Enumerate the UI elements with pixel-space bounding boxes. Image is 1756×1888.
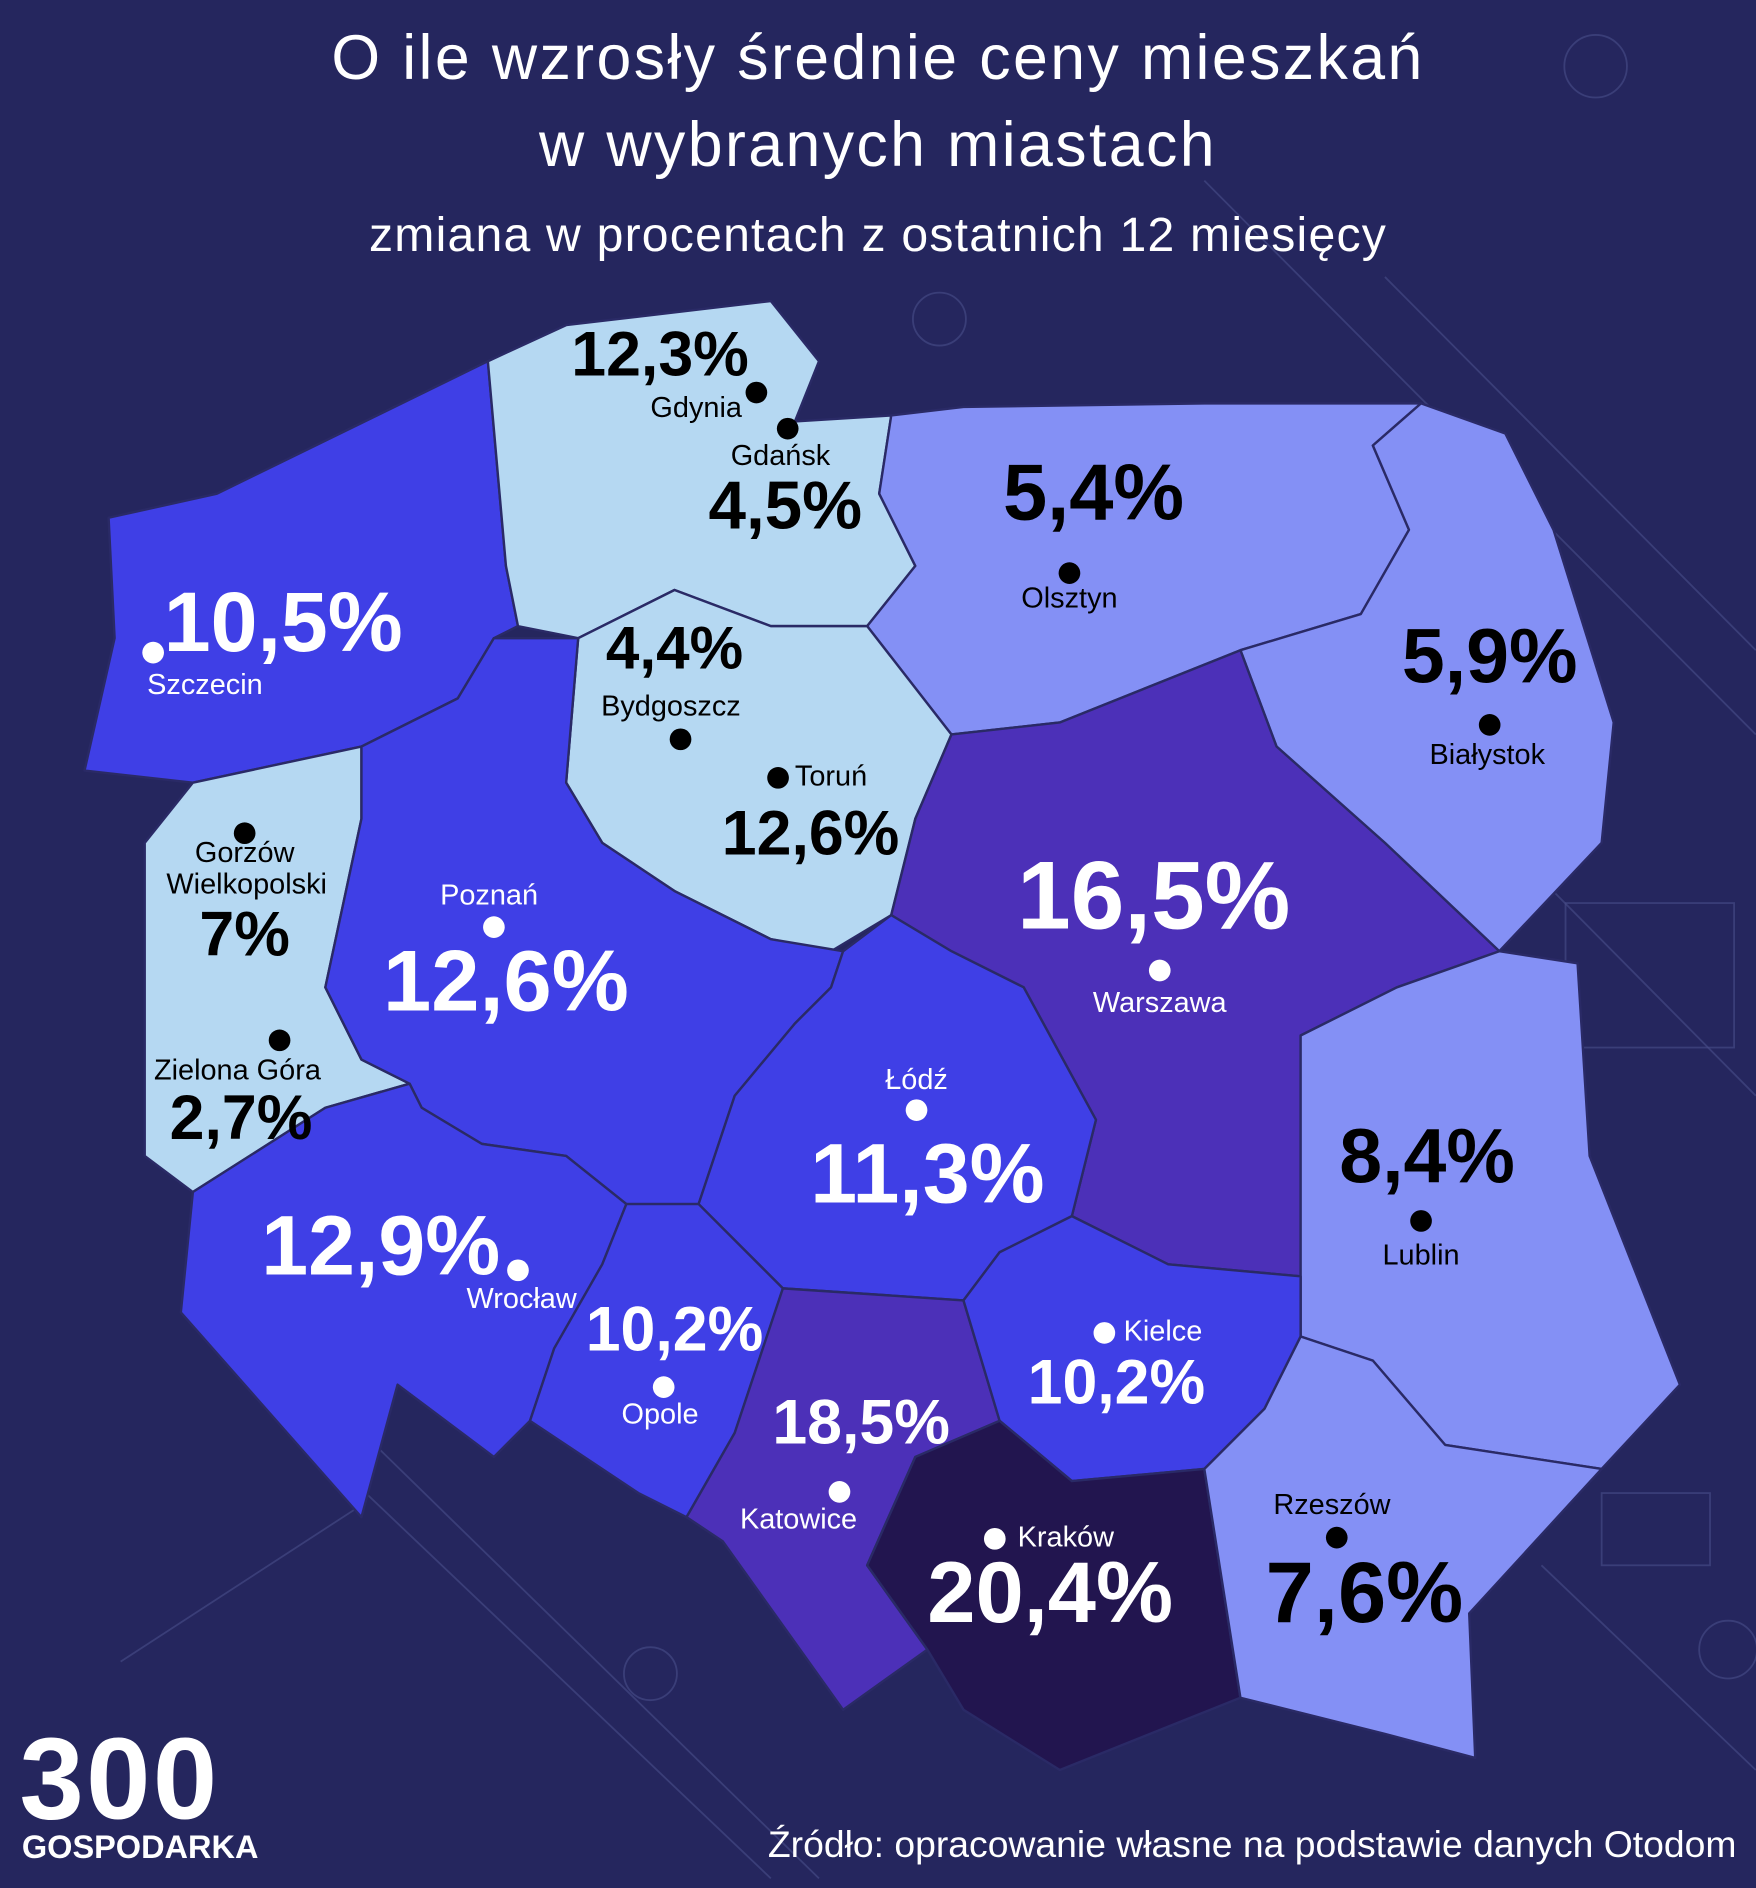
city-name: Łódź <box>885 1064 948 1096</box>
city-name: Toruń <box>795 760 867 792</box>
price-change: 12,3% <box>571 319 749 389</box>
city-dot <box>983 1527 1006 1550</box>
city-dot <box>1325 1526 1348 1549</box>
price-change: 4,4% <box>606 615 743 682</box>
city-dot <box>828 1481 851 1503</box>
city-dot <box>268 1029 291 1052</box>
city-dot <box>1410 1210 1432 1232</box>
city-dot <box>1058 562 1081 584</box>
city-name: Gorzów Wielkopolski <box>166 838 327 901</box>
price-change: 16,5% <box>1017 842 1290 949</box>
city-name: Warszawa <box>1093 987 1228 1019</box>
city-name: Opole <box>622 1399 699 1431</box>
price-change: 2,7% <box>170 1083 313 1153</box>
price-change: 7% <box>199 900 290 970</box>
city-name: Gdańsk <box>731 440 831 472</box>
city-name: Rzeszów <box>1273 1489 1390 1521</box>
city-name: Lublin <box>1383 1240 1460 1272</box>
city-name: Wrocław <box>467 1283 577 1315</box>
price-change: 11,3% <box>810 1126 1044 1220</box>
city-dot <box>1148 959 1171 982</box>
city-name: Kraków <box>1018 1521 1114 1553</box>
city-dot <box>669 728 692 751</box>
city-dot <box>483 916 505 938</box>
price-change: 10,5% <box>164 575 403 669</box>
price-change: 4,5% <box>708 468 862 543</box>
price-change: 5,9% <box>1402 614 1578 700</box>
city-dot <box>1093 1322 1116 1344</box>
city-name-box: Gorzów Wielkopolski <box>166 838 327 901</box>
subtitle: zmiana w procentach z ostatnich 12 miesi… <box>369 208 1387 262</box>
city-dot <box>142 641 164 664</box>
title-line: O ile wzrosły średnie ceny mieszkań <box>331 23 1424 93</box>
city-dot <box>767 767 789 789</box>
city-dot <box>233 822 256 845</box>
city-name: Gdynia <box>650 392 742 424</box>
price-change: 5,4% <box>1003 447 1184 536</box>
city-dot <box>776 417 799 440</box>
city-name: Olsztyn <box>1021 582 1117 614</box>
city-name: Białystok <box>1429 739 1545 771</box>
city-name: Bydgoszcz <box>601 691 741 723</box>
price-change: 10,2% <box>1028 1348 1206 1418</box>
city-dot <box>652 1376 675 1398</box>
city-name: Poznań <box>440 880 538 912</box>
city-dot <box>1478 714 1501 736</box>
title-line: w wybranych miastach <box>538 110 1217 180</box>
price-change: 18,5% <box>772 1387 950 1457</box>
price-change: 12,9% <box>261 1199 500 1293</box>
city-dot <box>905 1099 928 1121</box>
city-name: Szczecin <box>147 669 263 701</box>
price-change: 8,4% <box>1339 1113 1515 1199</box>
price-change: 12,6% <box>722 799 900 869</box>
city-name: Zielona Góra <box>154 1054 322 1086</box>
region <box>865 1419 1242 1772</box>
price-change: 20,4% <box>927 1545 1173 1641</box>
source: Źródło: opracowanie własne na podstawie … <box>768 1823 1737 1865</box>
region <box>1203 1335 1603 1760</box>
price-change: 7,6% <box>1266 1545 1464 1641</box>
logo-number: 300 <box>19 1715 219 1844</box>
price-change: 10,2% <box>586 1295 764 1365</box>
logo-name: GOSPODARKA <box>22 1829 259 1865</box>
city-dot <box>507 1259 529 1282</box>
city-name: Kielce <box>1124 1316 1203 1348</box>
city-dot <box>745 381 768 404</box>
price-change: 12,6% <box>383 933 629 1029</box>
city-name: Katowice <box>740 1503 857 1535</box>
